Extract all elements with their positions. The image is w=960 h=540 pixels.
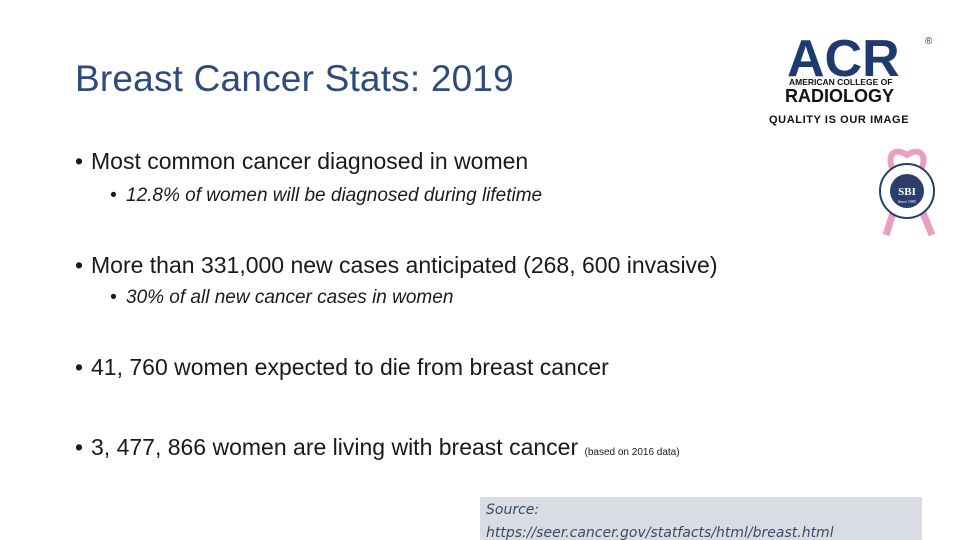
acr-logo: ACR ® AMERICAN COLLEGE OF RADIOLOGY QUAL… (769, 30, 933, 126)
bullet-4: • 3, 477, 866 women are living with breas… (75, 434, 680, 461)
sbi-seal-inner (890, 174, 924, 208)
bullet-3: • 41, 760 women expected to die from brea… (75, 354, 609, 381)
slide-title: Breast Cancer Stats: 2019 (75, 58, 514, 99)
bullet-1: • Most common cancer diagnosed in women (75, 148, 528, 175)
acr-logo-line2: RADIOLOGY (785, 86, 894, 106)
source-label: Source: (486, 502, 540, 518)
sub-bullet-1-text: 12.8% of women will be diagnosed during … (126, 185, 543, 206)
acr-logo-mark: ACR (787, 30, 900, 88)
bullet-4-text: 3, 477, 866 women are living with breast… (91, 434, 579, 460)
bullet-marker: • (75, 252, 84, 278)
sbi-since: Since 1985 (898, 199, 916, 204)
bullet-marker: • (75, 148, 84, 174)
bullet-marker: • (75, 434, 84, 460)
sub-bullet-1: • 12.8% of women will be diagnosed during… (110, 185, 542, 207)
sub-bullet-2-text: 30% of all new cancer cases in women (126, 287, 454, 308)
bullet-marker: • (75, 354, 84, 380)
bullet-1-text: Most common cancer diagnosed in women (91, 148, 529, 174)
bullet-2-text: More than 331,000 new cases anticipated … (91, 252, 718, 278)
acr-logo-tagline: QUALITY IS OUR IMAGE (769, 114, 909, 126)
sbi-logo: SBI Since 1985 (879, 148, 936, 237)
sbi-initials: SBI (898, 186, 916, 198)
bullet-4-note: (based on 2016 data) (584, 447, 680, 458)
acr-logo-line1: AMERICAN COLLEGE OF (789, 77, 892, 87)
source-box: Source: https://seer.cancer.gov/statfact… (480, 497, 922, 540)
source-url[interactable]: https://seer.cancer.gov/statfacts/html/b… (486, 525, 834, 540)
bullet-2: • More than 331,000 new cases anticipated… (75, 252, 718, 279)
acr-registered-mark: ® (925, 36, 933, 47)
bullet-3-text: 41, 760 women expected to die from breas… (91, 354, 609, 380)
bullet-marker: • (110, 185, 117, 206)
bullet-marker: • (110, 287, 117, 308)
sub-bullet-2: • 30% of all new cancer cases in women (110, 287, 453, 309)
